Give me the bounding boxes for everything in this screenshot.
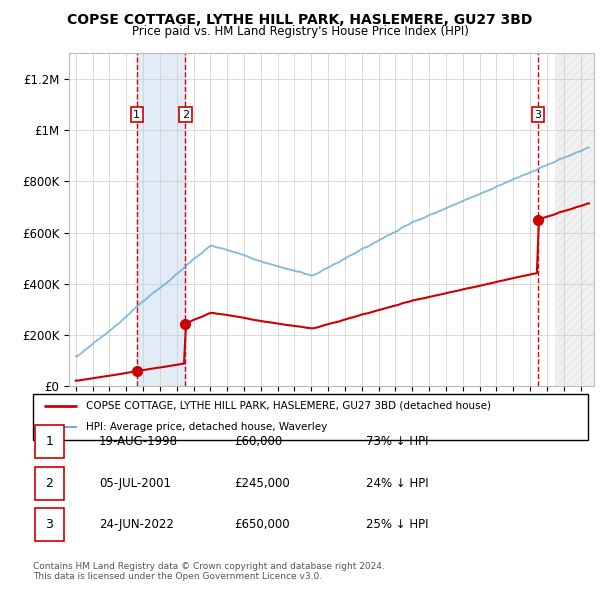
Text: Contains HM Land Registry data © Crown copyright and database right 2024.
This d: Contains HM Land Registry data © Crown c… [33, 562, 385, 581]
Text: 1: 1 [46, 435, 53, 448]
Text: 2: 2 [46, 477, 53, 490]
FancyBboxPatch shape [35, 467, 64, 500]
Text: 24% ↓ HPI: 24% ↓ HPI [366, 477, 428, 490]
FancyBboxPatch shape [35, 425, 64, 458]
Text: 05-JUL-2001: 05-JUL-2001 [99, 477, 171, 490]
Bar [555, 53, 594, 386]
Text: 19-AUG-1998: 19-AUG-1998 [99, 435, 178, 448]
Text: 73% ↓ HPI: 73% ↓ HPI [366, 435, 428, 448]
Text: COPSE COTTAGE, LYTHE HILL PARK, HASLEMERE, GU27 3BD: COPSE COTTAGE, LYTHE HILL PARK, HASLEMER… [67, 13, 533, 27]
Text: 25% ↓ HPI: 25% ↓ HPI [366, 518, 428, 531]
Text: HPI: Average price, detached house, Waverley: HPI: Average price, detached house, Wave… [86, 422, 327, 432]
Bar [137, 53, 185, 386]
Text: £60,000: £60,000 [234, 435, 282, 448]
Text: 3: 3 [535, 110, 542, 120]
Text: 2: 2 [182, 110, 189, 120]
Text: £650,000: £650,000 [234, 518, 290, 531]
Text: Price paid vs. HM Land Registry's House Price Index (HPI): Price paid vs. HM Land Registry's House … [131, 25, 469, 38]
Text: 24-JUN-2022: 24-JUN-2022 [99, 518, 174, 531]
FancyBboxPatch shape [35, 508, 64, 541]
Text: COPSE COTTAGE, LYTHE HILL PARK, HASLEMERE, GU27 3BD (detached house): COPSE COTTAGE, LYTHE HILL PARK, HASLEMER… [86, 401, 491, 411]
FancyBboxPatch shape [33, 394, 588, 440]
Text: 1: 1 [133, 110, 140, 120]
Text: 3: 3 [46, 518, 53, 531]
Text: £245,000: £245,000 [234, 477, 290, 490]
